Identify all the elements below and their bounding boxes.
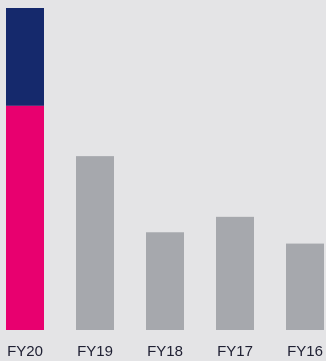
x-tick-label: FY16 — [287, 343, 323, 360]
bar-fy18-segment-0 — [146, 232, 184, 330]
bar-fy17-segment-0 — [216, 216, 254, 330]
x-tick-label: FY20 — [7, 343, 43, 360]
x-axis-labels: FY20 FY19 FY18 FY17 FY16 — [7, 343, 323, 360]
x-tick-label: FY17 — [217, 343, 253, 360]
x-tick-label: FY19 — [77, 343, 113, 360]
bars-group — [6, 8, 324, 330]
bar-fy16-segment-0 — [286, 243, 324, 330]
bar-fy20-segment-0 — [6, 105, 44, 330]
bar-fy19-segment-0 — [76, 156, 114, 330]
bar-fy20-segment-1 — [6, 8, 44, 106]
x-tick-label: FY18 — [147, 343, 183, 360]
